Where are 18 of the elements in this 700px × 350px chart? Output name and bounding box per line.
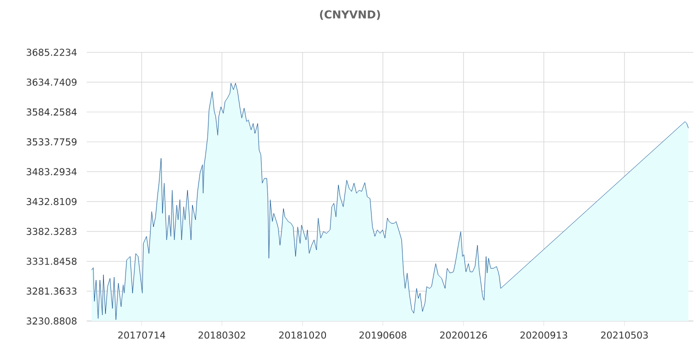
x-tick-label: 20181020	[279, 332, 326, 339]
y-tick-label: 3281.3633	[26, 288, 76, 295]
y-tick-label: 3483.2934	[26, 168, 77, 176]
x-tick-label: 20190608	[359, 332, 406, 339]
x-tick-label: 20170714	[118, 332, 166, 339]
y-tick-label: 3432.8109	[26, 198, 77, 206]
x-tick-label: 20200913	[520, 332, 568, 339]
y-tick-label: 3533.7759	[26, 138, 77, 146]
chart-title: (CNYVND)	[320, 10, 380, 20]
y-tick-label: 3634.7409	[26, 78, 77, 86]
y-tick-label: 3230.8808	[26, 317, 77, 325]
y-tick-label: 3685.2234	[26, 48, 77, 56]
x-tick-label: 20180302	[198, 332, 246, 339]
y-tick-label: 3584.2584	[26, 108, 77, 116]
x-tick-label: 20210503	[601, 332, 648, 339]
x-tick-label: 20200126	[440, 332, 487, 339]
y-tick-label: 3331.8458	[26, 258, 77, 265]
y-tick-label: 3382.3283	[26, 228, 76, 236]
